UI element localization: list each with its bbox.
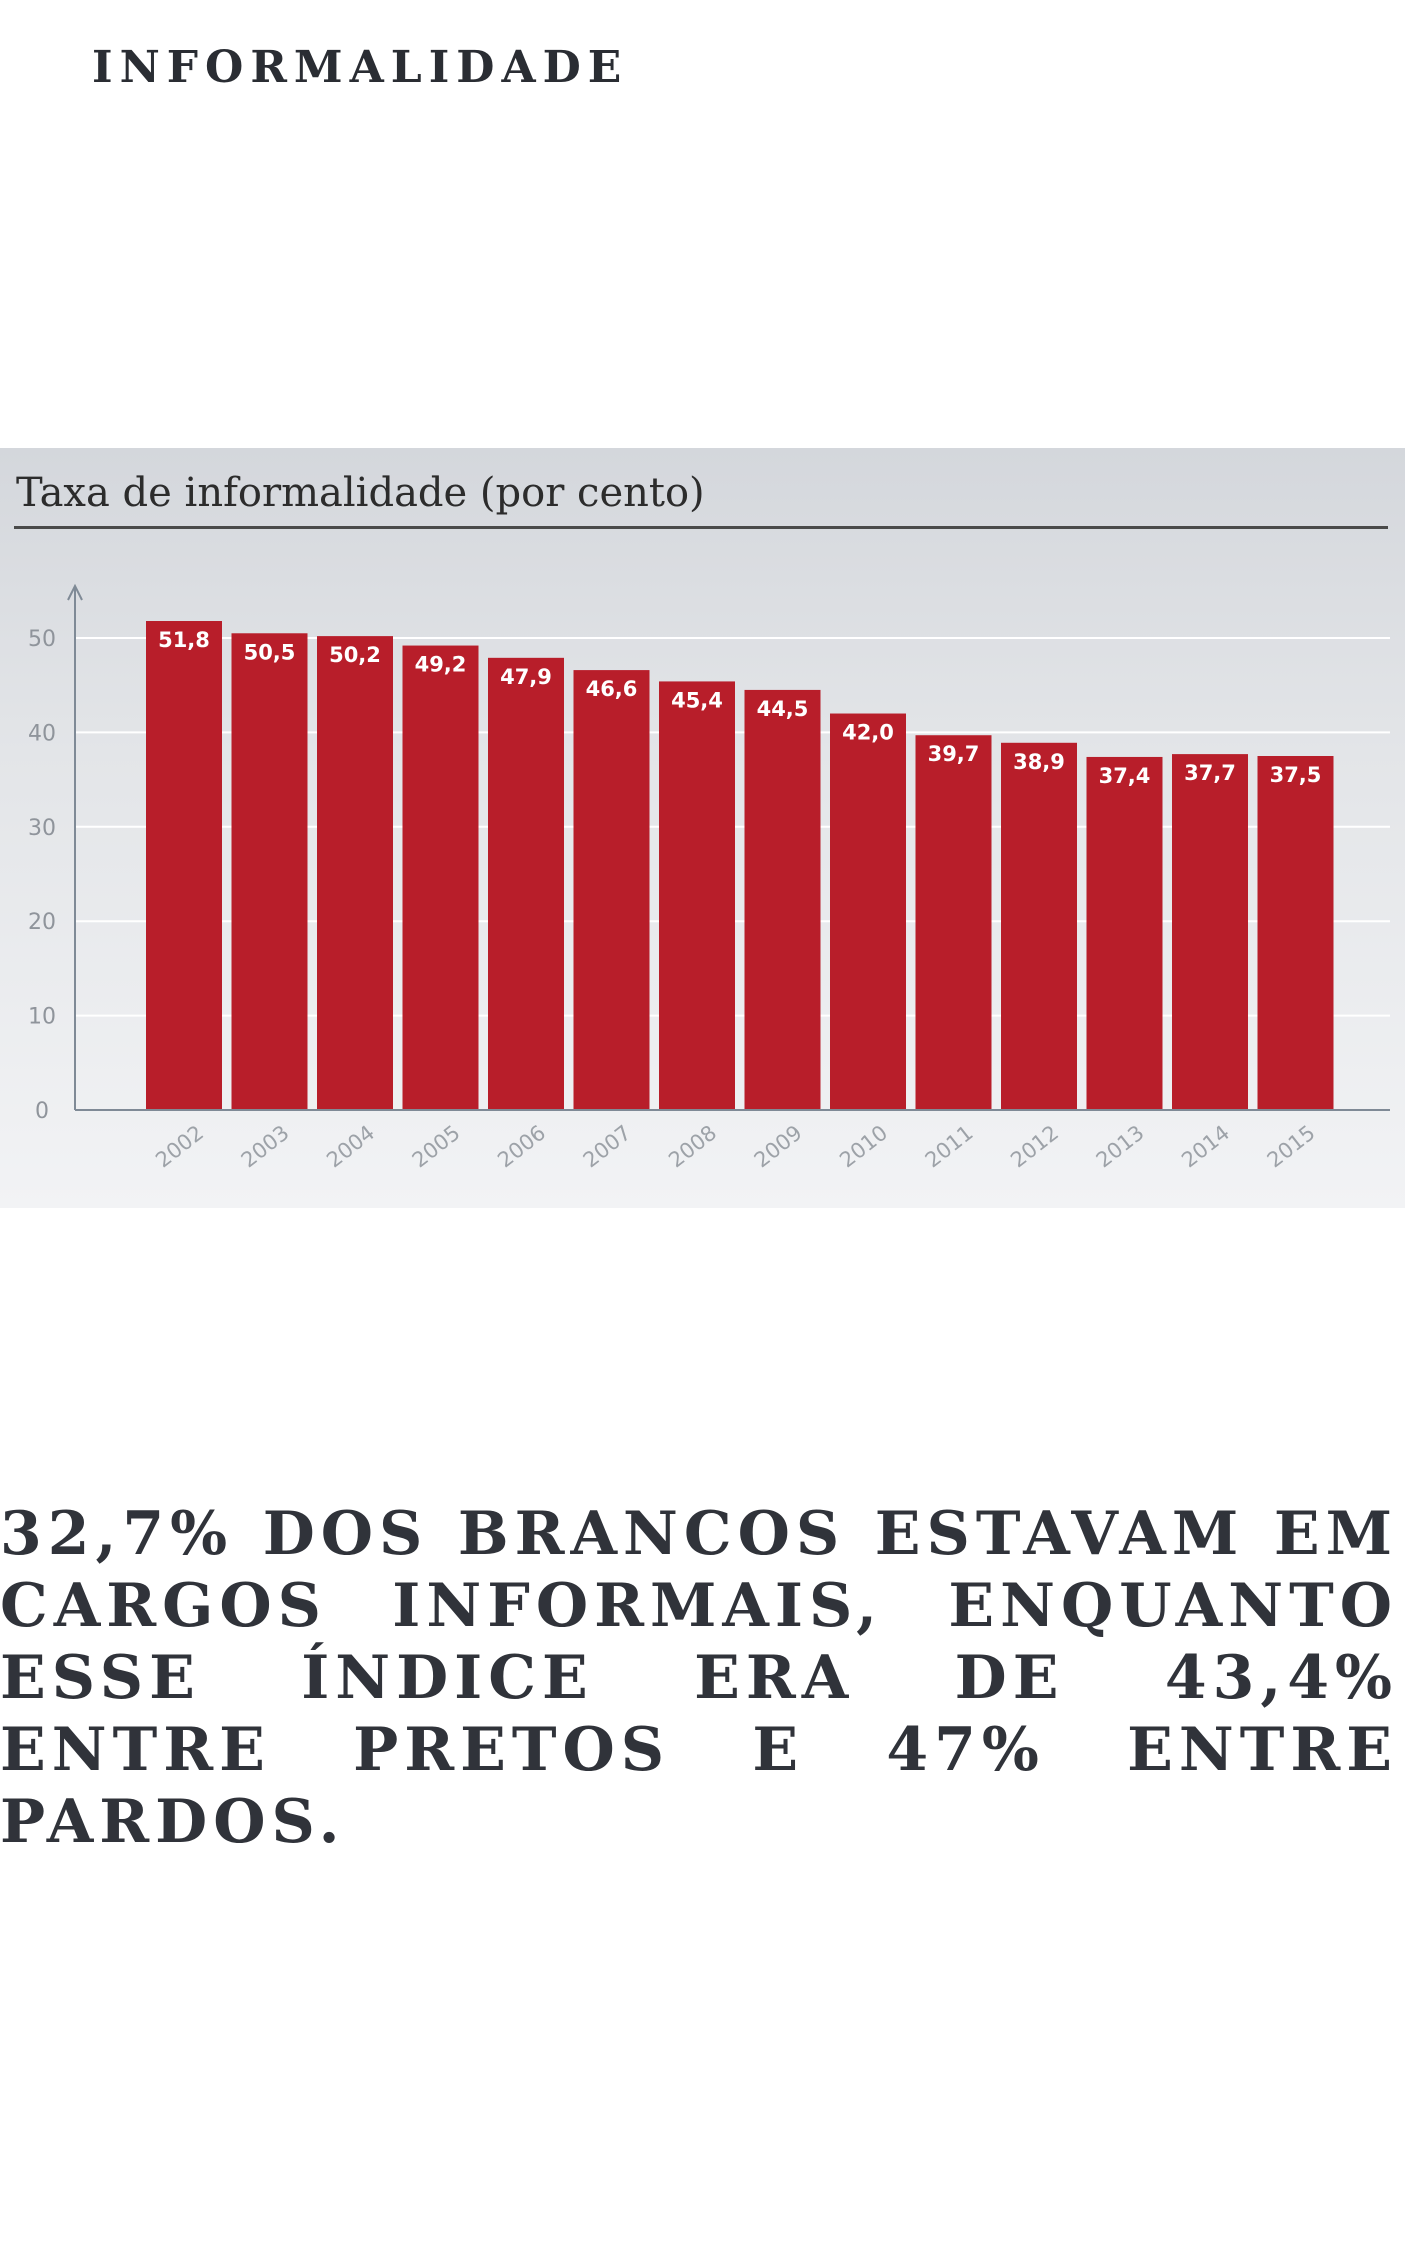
y-tick-label: 30 bbox=[28, 816, 56, 841]
x-tick-label: 2012 bbox=[1006, 1121, 1063, 1173]
x-tick-label: 2002 bbox=[151, 1121, 208, 1173]
bar bbox=[659, 681, 735, 1110]
bar-data-label: 38,9 bbox=[1013, 750, 1065, 774]
bar-data-label: 37,4 bbox=[1099, 764, 1151, 788]
x-tick-label: 2009 bbox=[750, 1121, 807, 1173]
bar-data-label: 44,5 bbox=[757, 697, 809, 721]
x-tick-label: 2007 bbox=[579, 1121, 636, 1173]
bar bbox=[1172, 754, 1248, 1110]
bar bbox=[231, 633, 308, 1110]
bar-data-label: 37,7 bbox=[1184, 761, 1236, 785]
chart-title: Taxa de informalidade (por cento) bbox=[16, 470, 705, 516]
x-tick-label: 2005 bbox=[408, 1121, 465, 1173]
bar bbox=[830, 713, 906, 1110]
y-tick-label: 40 bbox=[28, 721, 56, 746]
bar bbox=[744, 689, 821, 1110]
bar-data-label: 45,4 bbox=[671, 688, 723, 712]
bar-data-label: 47,9 bbox=[500, 665, 552, 689]
x-tick-label: 2010 bbox=[835, 1121, 892, 1173]
bar-data-label: 37,5 bbox=[1270, 763, 1322, 787]
bar bbox=[317, 636, 393, 1110]
x-tick-label: 2003 bbox=[237, 1121, 294, 1173]
x-tick-label: 2006 bbox=[493, 1121, 550, 1173]
bar bbox=[1086, 756, 1163, 1110]
body-text: 32,7% DOS BRANCOS ESTAVAM EM CARGOS INFO… bbox=[0, 1499, 1398, 1857]
bar-data-label: 39,7 bbox=[928, 742, 980, 766]
y-tick-label: 10 bbox=[28, 1005, 56, 1030]
bar bbox=[402, 645, 479, 1110]
x-tick-label: 2004 bbox=[322, 1121, 379, 1173]
bar-chart: 0 10 20 30 40 50 51,8 2002 50,5 2003 50,2 2004 49,2 2… bbox=[28, 583, 1390, 1173]
section-label: INFORMALIDADE bbox=[92, 42, 629, 93]
bar-data-label: 49,2 bbox=[415, 653, 467, 677]
x-tick-label: 2008 bbox=[664, 1121, 721, 1173]
bar bbox=[573, 670, 650, 1110]
bar-data-label: 42,0 bbox=[842, 721, 894, 745]
x-tick-label: 2013 bbox=[1092, 1121, 1149, 1173]
bar bbox=[915, 735, 992, 1110]
bar bbox=[1257, 756, 1334, 1110]
x-tick-label: 2015 bbox=[1263, 1121, 1320, 1173]
y-axis-arrow bbox=[67, 583, 83, 601]
bar-data-label: 50,5 bbox=[244, 640, 296, 664]
x-tick-label: 2011 bbox=[921, 1121, 978, 1173]
bar-data-label: 50,2 bbox=[329, 643, 381, 667]
bar-data-label: 46,6 bbox=[586, 677, 638, 701]
y-tick-label: 0 bbox=[35, 1099, 49, 1124]
bar bbox=[1001, 742, 1077, 1110]
y-tick-label: 20 bbox=[28, 910, 56, 935]
bar bbox=[488, 657, 564, 1110]
title-rule bbox=[14, 526, 1388, 529]
bar-data-label: 51,8 bbox=[158, 628, 210, 652]
chart-panel: Taxa de informalidade (por cento) 0 10 20 3… bbox=[0, 448, 1405, 1208]
bar bbox=[146, 621, 222, 1110]
x-tick-label: 2014 bbox=[1177, 1121, 1234, 1173]
y-tick-label: 50 bbox=[28, 627, 56, 652]
